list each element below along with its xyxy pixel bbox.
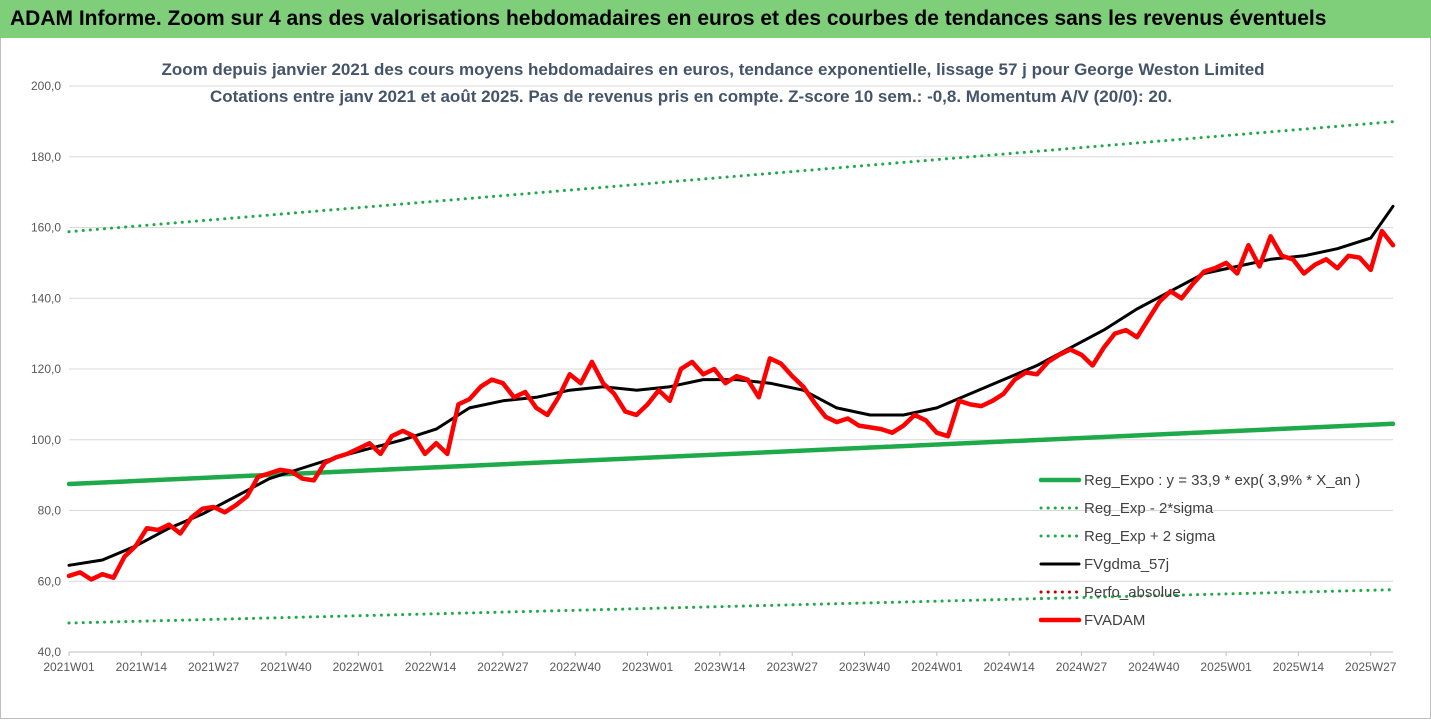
- y-tick-label: 80,0: [38, 504, 62, 518]
- series-line-1: [67, 588, 1395, 625]
- y-tick-label: 160,0: [31, 221, 61, 235]
- x-tick-label: 2024W40: [1128, 660, 1180, 674]
- x-tick-label: 2024W14: [983, 660, 1035, 674]
- grid-lines: [69, 85, 1393, 653]
- y-tick-label: 100,0: [31, 433, 61, 447]
- legend-label-0: Reg_Expo : y = 33,9 * exp( 3,9% * X_an ): [1084, 472, 1360, 489]
- y-tick-label: 180,0: [31, 150, 61, 164]
- x-tick-label: 2023W01: [622, 660, 674, 674]
- legend-label-5: FVADAM: [1084, 612, 1145, 629]
- chart-subtitle: Cotations entre janv 2021 et août 2025. …: [210, 87, 1172, 106]
- y-tick-label: 40,0: [38, 645, 62, 659]
- series-line-2: [67, 120, 1395, 234]
- x-tick-label: 2021W27: [188, 660, 240, 674]
- x-tick-label: 2021W14: [116, 660, 168, 674]
- report-banner-title: ADAM Informe. Zoom sur 4 ans des valoris…: [10, 7, 1327, 30]
- y-tick-label: 60,0: [38, 574, 62, 588]
- report-banner: ADAM Informe. Zoom sur 4 ans des valoris…: [0, 0, 1431, 39]
- chart-frame: Zoom depuis janvier 2021 des cours moyen…: [0, 38, 1431, 719]
- legend: Reg_Expo : y = 33,9 * exp( 3,9% * X_an )…: [1038, 472, 1360, 629]
- legend-label-2: Reg_Exp + 2 sigma: [1084, 528, 1216, 545]
- x-tick-label: 2023W27: [767, 660, 819, 674]
- legend-label-3: FVgdma_57j: [1084, 556, 1169, 573]
- axes: 40,0 60,0 80,0 100,0 120,0 140,0 160,0 180,0 200…: [31, 79, 1397, 674]
- y-tick-label: 140,0: [31, 291, 61, 305]
- series-line-0: [66, 421, 1396, 487]
- x-tick-label: 2023W40: [839, 660, 891, 674]
- x-tick-label: 2021W40: [260, 660, 312, 674]
- x-tick-label: 2022W14: [405, 660, 457, 674]
- chart-title: Zoom depuis janvier 2021 des cours moyen…: [161, 60, 1264, 79]
- legend-label-1: Reg_Exp - 2*sigma: [1084, 500, 1214, 517]
- y-tick-label: 120,0: [31, 362, 61, 376]
- x-tick-label: 2022W01: [333, 660, 385, 674]
- series-lines: [66, 120, 1396, 625]
- x-tick-label: 2025W27: [1345, 660, 1397, 674]
- x-tick-label: 2024W01: [911, 660, 963, 674]
- line-chart: Zoom depuis janvier 2021 des cours moyen…: [31, 60, 1397, 674]
- x-tick-label: 2023W14: [694, 660, 746, 674]
- series-line-5: [66, 228, 1396, 582]
- y-tick-label: 200,0: [31, 79, 61, 93]
- x-tick-label: 2025W01: [1200, 660, 1252, 674]
- x-tick-label: 2021W01: [43, 660, 95, 674]
- x-tick-label: 2025W14: [1273, 660, 1325, 674]
- x-tick-label: 2022W40: [550, 660, 602, 674]
- legend-label-4: Perfo_absolue: [1084, 584, 1181, 601]
- x-tick-label: 2022W27: [477, 660, 529, 674]
- x-tick-label: 2024W27: [1056, 660, 1108, 674]
